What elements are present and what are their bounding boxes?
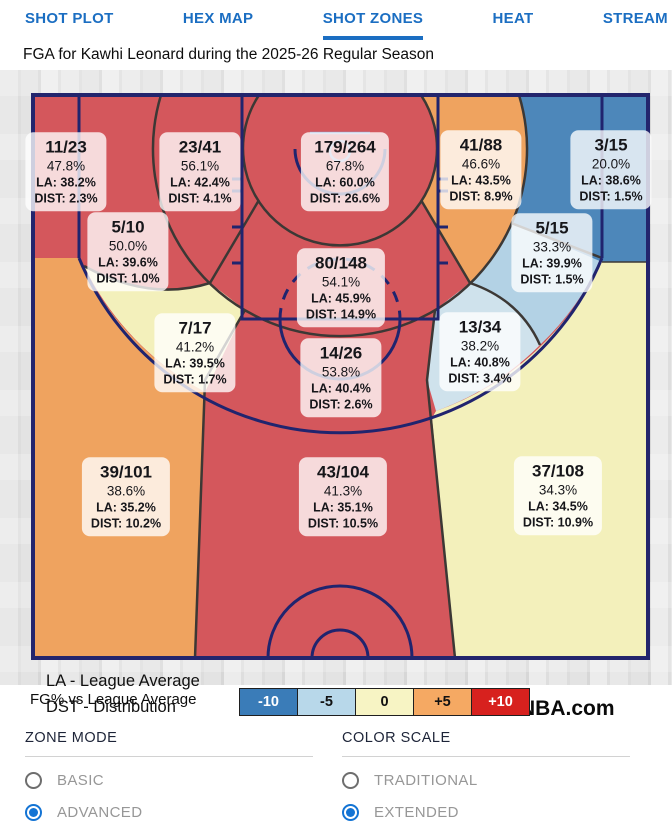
legend-swatch-0: 0 — [355, 688, 414, 716]
court-border — [31, 93, 650, 660]
half-court-inner-circle — [310, 628, 370, 659]
zone-label-3-15: 3/15 20.0% LA: 38.6% DIST: 1.5% — [570, 130, 652, 210]
radio-unselected-icon[interactable] — [25, 772, 42, 789]
color-legend: FG% vs League Average -10 -5 0 +5 +10 — [0, 688, 672, 716]
zone-label-23-41: 23/41 56.1% LA: 42.4% DIST: 4.1% — [159, 132, 241, 212]
zone-mode-header: ZONE MODE — [25, 730, 313, 757]
color-scale-control: COLOR SCALE TRADITIONAL EXTENDED — [342, 730, 630, 821]
zone-label-14-26: 14/26 53.8% LA: 40.4% DIST: 2.6% — [300, 338, 382, 418]
free-throw-circle-top-dashed — [278, 257, 402, 320]
note-dst: DST - Distribution — [46, 698, 176, 717]
zone-mode-control: ZONE MODE BASIC ADVANCED — [25, 730, 313, 821]
color-scale-options: TRADITIONAL EXTENDED — [342, 772, 630, 821]
abbreviation-notes: LA - League Average DST - Distribution — [46, 668, 200, 720]
radio-extended[interactable]: EXTENDED — [342, 804, 630, 821]
tab-heat[interactable]: HEAT — [492, 10, 534, 27]
zone-label-37-108: 37/108 34.3% LA: 34.5% DIST: 10.9% — [513, 456, 603, 536]
radio-unselected-icon[interactable] — [342, 772, 359, 789]
tab-hex-map[interactable]: HEX MAP — [182, 10, 254, 27]
radio-label: TRADITIONAL — [374, 772, 478, 789]
radio-selected-icon[interactable] — [342, 804, 359, 821]
tab-shot-plot[interactable]: SHOT PLOT — [25, 10, 114, 27]
note-la: LA - League Average — [46, 672, 200, 690]
shot-zone-chart: 11/23 47.8% LA: 38.2% DIST: 2.3% 23/41 56.1% L… — [0, 70, 672, 720]
half-court-outer-circle — [266, 584, 414, 659]
zone-label-5-10: 5/10 50.0% LA: 39.6% DIST: 1.0% — [87, 212, 169, 292]
zone-label-7-17: 7/17 41.2% LA: 39.5% DIST: 1.7% — [154, 313, 236, 393]
zone-label-13-34: 13/34 38.2% LA: 40.8% DIST: 3.4% — [439, 312, 521, 392]
legend-swatch--5: -5 — [297, 688, 356, 716]
zone-label-39-101: 39/101 38.6% LA: 35.2% DIST: 10.2% — [81, 457, 171, 537]
tab-stream[interactable]: STREAM — [602, 10, 668, 27]
radio-traditional[interactable]: TRADITIONAL — [342, 772, 630, 789]
radio-selected-icon[interactable] — [25, 804, 42, 821]
tab-shot-zones[interactable]: SHOT ZONES — [322, 10, 424, 40]
chart-type-tabs: SHOT PLOT HEX MAP SHOT ZONES HEAT STREAM — [25, 10, 668, 40]
legend-swatches: -10 -5 0 +5 +10 — [239, 688, 530, 716]
legend-swatch--10: +10 — [471, 688, 530, 716]
zone-label-179-264: 179/264 67.8% LA: 60.0% DIST: 26.6% — [300, 132, 390, 212]
color-scale-header: COLOR SCALE — [342, 730, 630, 757]
zone-mode-options: BASIC ADVANCED — [25, 772, 313, 821]
radio-label: ADVANCED — [57, 804, 143, 821]
zone-label-80-148: 80/148 54.1% LA: 45.9% DIST: 14.9% — [296, 248, 386, 328]
radio-label: BASIC — [57, 772, 105, 789]
three-point-arc — [77, 257, 604, 435]
zone-label-11-23: 11/23 47.8% LA: 38.2% DIST: 2.3% — [25, 132, 107, 212]
legend-swatch--10: -10 — [239, 688, 298, 716]
radio-advanced[interactable]: ADVANCED — [25, 804, 313, 821]
legend-label: FG% vs League Average — [30, 691, 197, 708]
zone-label-41-88: 41/88 46.6% LA: 43.5% DIST: 8.9% — [440, 130, 522, 210]
nba-watermark: NBA.com — [520, 697, 615, 720]
radio-label: EXTENDED — [374, 804, 459, 821]
radio-basic[interactable]: BASIC — [25, 772, 313, 789]
zone-label-5-15: 5/15 33.3% LA: 39.9% DIST: 1.5% — [511, 213, 593, 293]
legend-swatch--5: +5 — [413, 688, 472, 716]
zone-label-43-104: 43/104 41.3% LA: 35.1% DIST: 10.5% — [298, 457, 388, 537]
chart-title: FGA for Kawhi Leonard during the 2025-26… — [23, 46, 435, 63]
